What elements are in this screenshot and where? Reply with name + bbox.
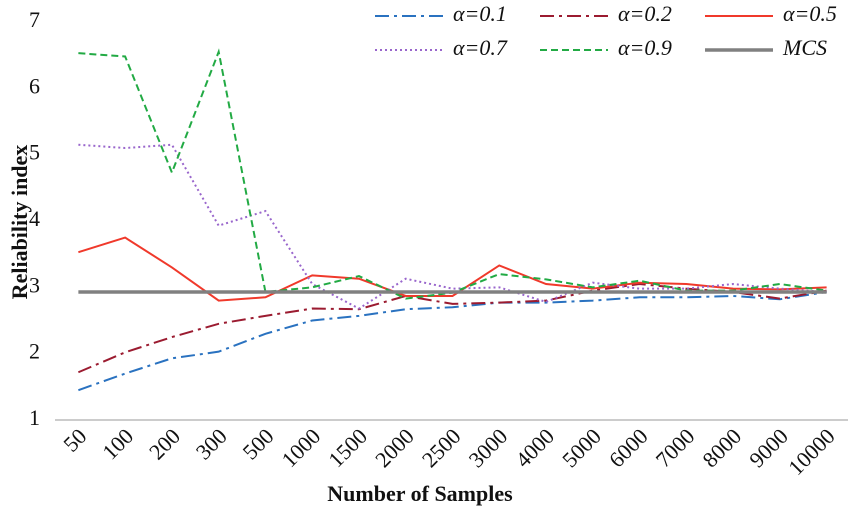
y-tick-label: 2: [29, 339, 40, 364]
y-axis-title: Reliability index: [7, 145, 32, 300]
series-line: [78, 290, 827, 392]
y-tick-label: 3: [29, 272, 40, 297]
x-tick-label: 50: [58, 423, 91, 456]
legend-label: α=0.5: [783, 1, 837, 26]
x-tick-label: 2000: [370, 423, 419, 472]
series-line: [78, 48, 827, 300]
x-tick-label: 4000: [510, 423, 559, 472]
legend-label: α=0.9: [618, 35, 672, 60]
x-tick-label: 7000: [651, 423, 700, 472]
x-tick-label: 2500: [417, 423, 466, 472]
legend-label: MCS: [782, 35, 827, 60]
series-line: [78, 143, 827, 310]
legend-label: α=0.7: [453, 35, 508, 60]
series-line: [78, 236, 827, 302]
legend-label: α=0.1: [453, 1, 507, 26]
x-tick-label: 3000: [464, 423, 513, 472]
y-tick-label: 4: [29, 206, 40, 231]
series-line: [77, 283, 827, 374]
x-tick-label: 300: [191, 423, 232, 464]
legend-label: α=0.2: [618, 1, 672, 26]
x-tick-label: 1000: [277, 423, 326, 472]
x-tick-label: 200: [144, 423, 185, 464]
x-tick-label: 100: [97, 423, 138, 464]
x-tick-label: 1500: [323, 423, 372, 472]
x-tick-label: 8000: [697, 423, 746, 472]
y-tick-label: 6: [29, 73, 40, 98]
x-tick-label: 6000: [604, 423, 653, 472]
x-axis-title: Number of Samples: [327, 481, 513, 506]
y-tick-label: 5: [29, 140, 40, 165]
y-tick-label: 1: [29, 405, 40, 430]
y-tick-label: 7: [29, 7, 40, 32]
x-tick-label: 10000: [783, 423, 840, 480]
x-tick-label: 5000: [557, 423, 606, 472]
x-tick-label: 500: [238, 423, 279, 464]
